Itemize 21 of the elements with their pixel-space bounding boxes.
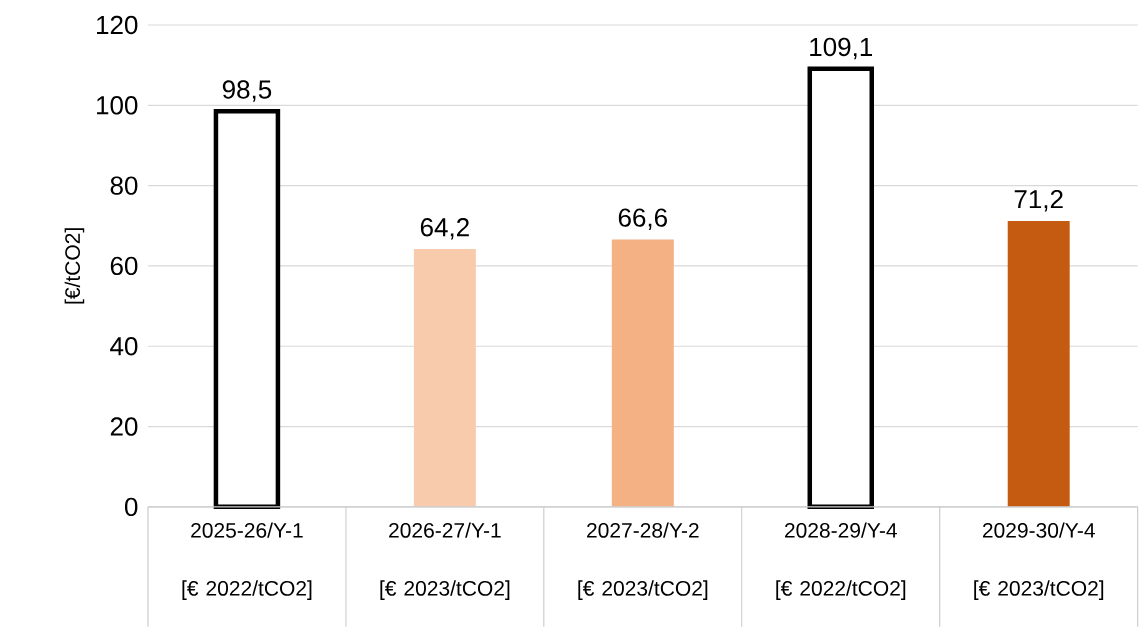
y-tick-label: 100 — [97, 95, 138, 115]
data-label: 64,2 — [420, 217, 469, 240]
data-label: 71,2 — [1014, 189, 1063, 212]
y-tick-label: 0 — [124, 497, 138, 516]
category-label: 2028-29/Y-4 [€ 2022/tCO2] — [776, 522, 906, 600]
y-tick-label: 20 — [110, 417, 138, 436]
bar — [1007, 220, 1070, 507]
category-label: 2026-27/Y-1 [€ 2023/tCO2] — [380, 522, 510, 600]
y-tick-label: 40 — [110, 336, 138, 356]
data-label: 66,6 — [618, 208, 667, 230]
y-axis-title: [€/tCO2] — [64, 228, 85, 304]
y-tick-label: 120 — [97, 15, 138, 34]
y-tick-label: 60 — [110, 256, 138, 275]
category-label: 2027-28/Y-2 [€ 2023/tCO2] — [578, 522, 708, 600]
category-label: 2029-30/Y-4 [€ 2023/tCO2] — [974, 522, 1104, 600]
y-tick-label: 80 — [110, 176, 138, 195]
data-label: 98,5 — [222, 80, 272, 102]
category-label: 2025-26/Y-1 [€ 2022/tCO2] — [182, 522, 312, 600]
bar — [413, 248, 476, 507]
data-label: 109,1 — [810, 37, 873, 60]
bar — [611, 239, 674, 507]
